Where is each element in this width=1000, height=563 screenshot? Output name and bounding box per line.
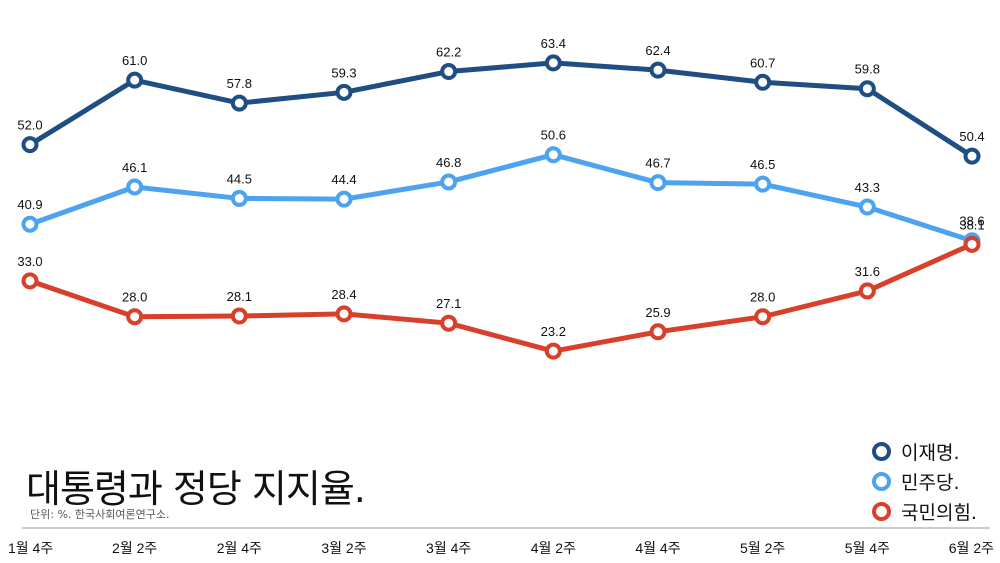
data-label: 50.6	[541, 128, 566, 143]
chart-source: 단위: %. 한국사회여론연구소.	[30, 508, 170, 521]
data-label: 28.0	[122, 290, 147, 305]
data-label: 46.1	[122, 160, 147, 175]
data-point-lee	[126, 71, 144, 89]
data-label: 46.7	[645, 156, 670, 171]
data-point-ppp	[440, 314, 458, 332]
legend-label: 민주당.	[901, 471, 960, 494]
data-label: 23.2	[541, 324, 566, 339]
data-label: 62.4	[645, 43, 670, 58]
data-point-ppp	[544, 342, 562, 360]
data-label: 46.5	[750, 157, 775, 172]
data-label: 28.0	[750, 290, 775, 305]
series-line-lee	[28, 60, 974, 159]
data-point-ppp	[649, 323, 667, 341]
data-point-democratic	[649, 174, 667, 192]
legend-marker-icon	[872, 501, 891, 521]
data-point-lee	[544, 54, 562, 72]
data-label: 50.4	[959, 129, 984, 144]
legend-item-ppp: 국민의힘.	[872, 498, 977, 524]
data-point-ppp	[963, 235, 981, 253]
x-tick-label: 6월 2주	[949, 540, 994, 556]
data-label: 59.8	[855, 62, 880, 77]
data-label: 38.1	[959, 217, 984, 232]
legend-label: 국민의힘.	[901, 501, 977, 524]
data-point-lee	[649, 61, 667, 79]
data-label: 61.0	[122, 53, 147, 68]
x-tick-label: 5월 2주	[740, 540, 785, 556]
data-label: 43.3	[855, 180, 880, 195]
x-tick-label: 2월 4주	[217, 540, 262, 556]
series-lee: 52.0 61.0 57.8 59.3 62.2 63.4 62.4 60.7 59.8 50.4	[17, 36, 985, 165]
series-line-ppp	[29, 242, 974, 354]
data-point-democratic	[335, 190, 353, 208]
data-label: 44.5	[227, 171, 252, 186]
data-point-ppp	[754, 308, 772, 326]
data-label: 59.3	[331, 65, 356, 80]
data-point-ppp	[335, 305, 353, 323]
data-label: 25.9	[645, 305, 670, 320]
data-label: 46.8	[436, 155, 461, 170]
data-point-democratic	[544, 146, 562, 164]
data-point-lee	[963, 147, 981, 165]
x-tick-label: 4월 4주	[635, 540, 680, 556]
legend: 이재명. 민주당. 국민의힘.	[872, 438, 977, 528]
data-label: 28.4	[331, 287, 356, 302]
data-point-lee	[335, 83, 353, 101]
data-label: 40.9	[17, 197, 42, 212]
legend-marker-icon	[872, 441, 891, 461]
data-point-ppp	[126, 308, 144, 326]
x-tick-label: 2월 2주	[112, 540, 157, 556]
data-label: 27.1	[436, 296, 461, 311]
data-label: 31.6	[855, 264, 880, 279]
data-point-ppp	[858, 282, 876, 300]
data-point-lee	[858, 80, 876, 98]
x-tick-label: 5월 4주	[845, 540, 890, 556]
data-label: 52.0	[17, 118, 42, 133]
legend-item-lee: 이재명.	[872, 438, 977, 464]
data-point-lee	[230, 94, 248, 112]
x-tick-label: 4월 2주	[531, 540, 576, 556]
data-label: 60.7	[750, 55, 775, 70]
data-label: 33.0	[17, 254, 42, 269]
data-point-democratic	[440, 173, 458, 191]
data-label: 44.4	[331, 172, 356, 187]
data-point-lee	[440, 63, 458, 81]
x-tick-label: 3월 2주	[321, 540, 366, 556]
data-label: 38.6	[959, 214, 984, 229]
series-layer: 52.0 61.0 57.8 59.3 62.2 63.4 62.4 60.7 59.8 50.4…	[17, 36, 985, 360]
series-ppp: 33.0 28.0 28.1 28.4 27.1 23.2 25.9 28.0 31.6 38.1	[17, 217, 985, 360]
data-point-ppp	[21, 272, 39, 290]
x-axis-ticks: 1월 4주 2월 2주 2월 4주 3월 2주 3월 4주 4월 2주 4월 4주 5월 2주…	[8, 540, 994, 556]
data-point-democratic	[21, 215, 39, 233]
data-point-democratic	[230, 189, 248, 207]
data-point-democratic	[126, 178, 144, 196]
series-democratic: 40.9 46.1 44.5 44.4 46.8 50.6 46.7 46.5 43.3 38.6	[17, 128, 985, 250]
legend-marker-icon	[872, 471, 891, 491]
chart-title: 대통령과 정당 지지율.	[26, 467, 366, 511]
data-point-democratic	[858, 198, 876, 216]
data-label: 28.1	[227, 289, 252, 304]
data-label: 62.2	[436, 45, 461, 60]
x-tick-label: 1월 4주	[8, 540, 53, 556]
series-line-democratic	[29, 152, 973, 244]
legend-label: 이재명.	[901, 441, 960, 464]
legend-item-democratic: 민주당.	[872, 468, 977, 494]
data-point-ppp	[230, 307, 248, 325]
data-point-lee	[21, 136, 39, 154]
x-tick-label: 3월 4주	[426, 540, 471, 556]
data-label: 63.4	[541, 36, 566, 51]
data-label: 57.8	[227, 76, 252, 91]
data-point-lee	[754, 73, 772, 91]
data-point-democratic	[754, 175, 772, 193]
